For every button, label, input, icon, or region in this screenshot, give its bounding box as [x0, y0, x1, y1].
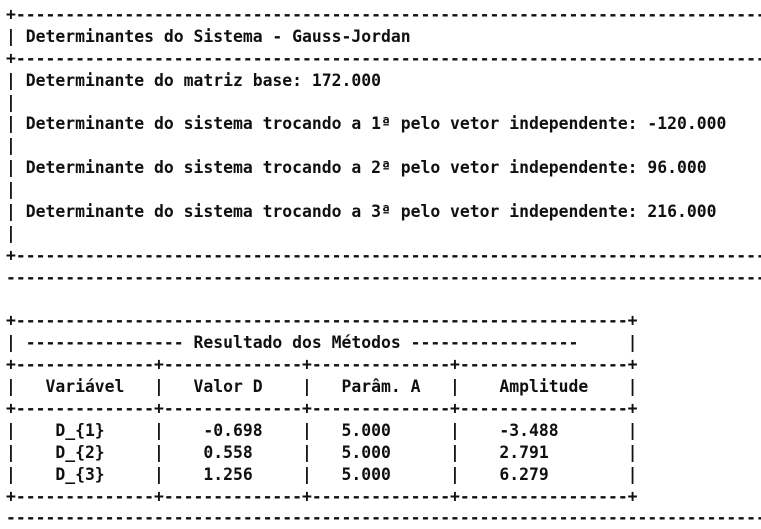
table-row: | D_{2} | 0.558 | 5.000 | 2.791 |	[6, 442, 638, 462]
table-header-row: | Variável | Valor D | Parâm. A | Amplit…	[6, 377, 638, 397]
table-title: | ---------------- Resultado dos Métodos…	[6, 333, 638, 353]
table-column-border: +--------------+--------------+---------…	[6, 399, 638, 419]
base-determinant-line: | Determinante do matriz base: 172.000 |	[6, 70, 761, 90]
determinant-3-line: | Determinante do sistema trocando a 3ª …	[6, 202, 761, 222]
table-column-border: +--------------+--------------+---------…	[6, 355, 638, 375]
table-top-border: +---------------------------------------…	[6, 311, 638, 331]
determinant-2-line: | Determinante do sistema trocando a 2ª …	[6, 158, 761, 178]
box-border: +---------------------------------------…	[6, 48, 761, 68]
table-row: | D_{1} | -0.698 | 5.000 | -3.488 |	[6, 420, 638, 440]
blank-line: | |	[6, 180, 761, 200]
box-border: +---------------------------------------…	[6, 245, 761, 265]
table-column-border: +--------------+--------------+---------…	[6, 486, 638, 506]
table-row: | D_{3} | 1.256 | 5.000 | 6.279 |	[6, 464, 638, 484]
blank-line	[6, 289, 761, 311]
blank-line: | |	[6, 136, 761, 156]
box-title: | Determinantes do Sistema - Gauss-Jorda…	[6, 26, 761, 46]
console-output: +---------------------------------------…	[6, 4, 761, 529]
separator-line: ----------------------------------------…	[6, 267, 761, 287]
determinant-1-line: | Determinante do sistema trocando a 1ª …	[6, 114, 761, 134]
blank-line: | |	[6, 92, 761, 112]
box-border: +---------------------------------------…	[6, 5, 761, 24]
blank-line: | |	[6, 223, 761, 243]
